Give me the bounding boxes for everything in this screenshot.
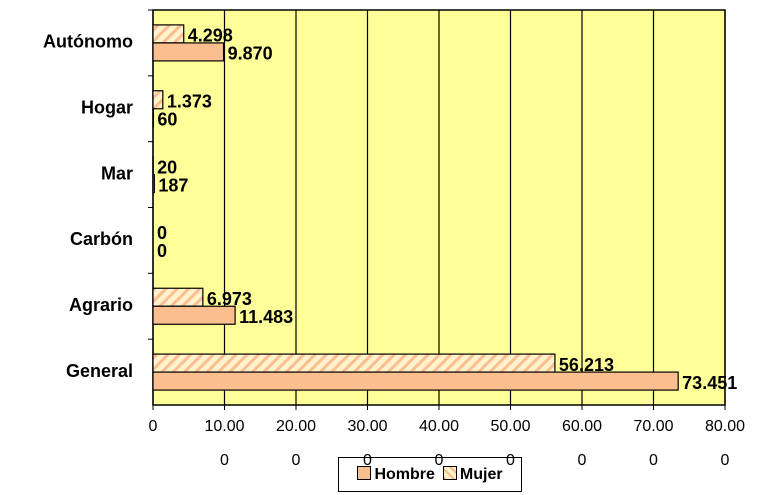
value-label: 20 (157, 157, 177, 177)
category-label: Agrario (69, 295, 133, 315)
category-label: General (66, 361, 133, 381)
legend-item: Hombre (357, 465, 435, 484)
x-tick-label: 80.000 (704, 418, 746, 469)
bar (152, 90, 164, 110)
category-label: Mar (101, 163, 133, 183)
bar (152, 353, 556, 373)
bar (152, 305, 236, 325)
bar (152, 24, 185, 44)
value-label: 0 (157, 241, 167, 261)
value-label: 11.483 (239, 307, 293, 327)
x-tick-label: 10.000 (204, 418, 245, 469)
bar (152, 371, 679, 391)
category-label: Carbón (70, 229, 133, 249)
value-label: 9.870 (228, 44, 273, 64)
x-tick-label: 30.000 (347, 418, 388, 469)
x-tick-label: 40.000 (418, 418, 460, 469)
x-tick-label: 60.000 (561, 418, 603, 469)
value-label: 1.373 (167, 92, 212, 112)
value-label: 187 (158, 175, 188, 195)
value-label: 56.213 (559, 355, 614, 375)
value-label: 6.973 (207, 289, 252, 309)
x-tick-label: 0 (148, 418, 158, 435)
bar (152, 287, 204, 307)
value-label: 4.298 (188, 26, 233, 46)
value-label: 60 (157, 110, 177, 130)
legend: Hombre Mujer (338, 457, 522, 492)
category-label: Hogar (81, 98, 133, 118)
legend-label: Mujer (459, 465, 503, 483)
category-label: Autónomo (43, 32, 133, 52)
bar (152, 173, 155, 194)
x-tick-label: 50.000 (490, 418, 531, 469)
x-tick-label: 70.000 (633, 418, 674, 469)
x-tick-label: 20.000 (275, 418, 317, 469)
legend-item: Mujer (442, 465, 503, 484)
value-label: 73.451 (682, 373, 737, 393)
legend-label: Hombre (374, 465, 435, 483)
legend-swatch (442, 465, 457, 480)
bar (152, 42, 225, 62)
legend-swatch (357, 465, 372, 480)
value-label: 0 (157, 223, 167, 243)
